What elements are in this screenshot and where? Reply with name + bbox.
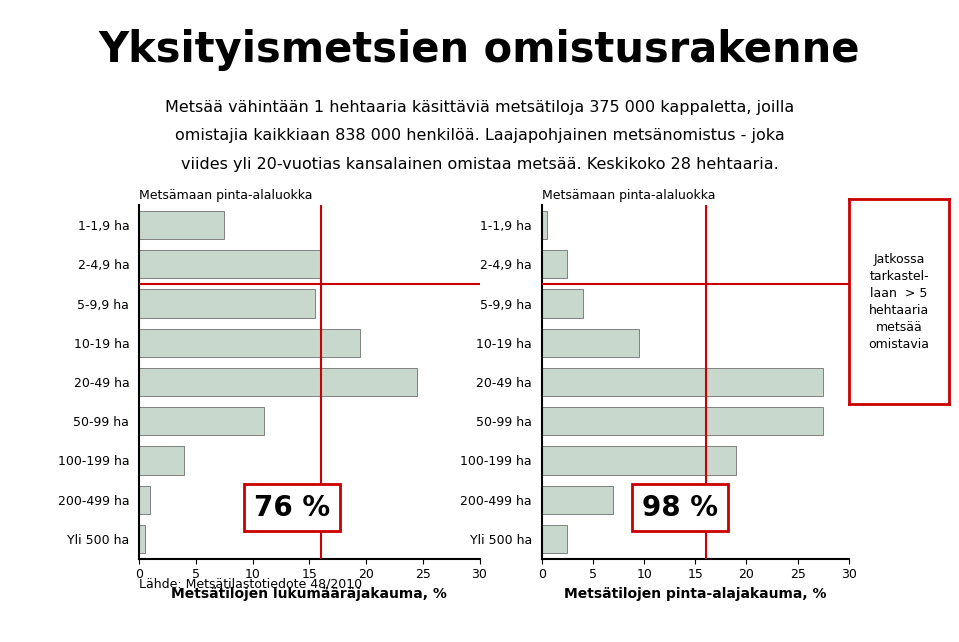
Bar (542, 407, 823, 435)
Bar (139, 329, 361, 357)
Bar (139, 368, 417, 396)
Bar (139, 211, 224, 239)
Bar (542, 525, 568, 553)
Text: Metsä   Tieto   Osaaminen   Hyvinvointi: Metsä Tieto Osaaminen Hyvinvointi (439, 614, 712, 628)
Text: 98 %: 98 % (642, 494, 718, 521)
Bar (542, 446, 737, 474)
Bar (542, 250, 568, 279)
Bar (542, 211, 547, 239)
Bar (139, 290, 315, 318)
Bar (139, 250, 320, 279)
X-axis label: Metsätilojen pinta-alajakauma, %: Metsätilojen pinta-alajakauma, % (564, 587, 827, 601)
Bar (139, 485, 151, 514)
Bar (542, 290, 583, 318)
Text: Metsämaan pinta-alaluokka: Metsämaan pinta-alaluokka (542, 189, 715, 202)
Text: viides yli 20-vuotias kansalainen omistaa metsää. Keskikoko 28 hehtaaria.: viides yli 20-vuotias kansalainen omista… (180, 157, 779, 172)
Text: 3.6.2011: 3.6.2011 (29, 614, 84, 628)
Text: 76 %: 76 % (254, 494, 330, 521)
Bar (139, 525, 145, 553)
Text: Metsää vähintään 1 hehtaaria käsittäviä metsätiloja 375 000 kappaletta, joilla: Metsää vähintään 1 hehtaaria käsittäviä … (165, 100, 794, 114)
Text: METLA: METLA (302, 612, 364, 630)
Text: Metsämaan pinta-alaluokka: Metsämaan pinta-alaluokka (139, 189, 313, 202)
Bar (542, 485, 614, 514)
Text: Jatkossa
tarkastel-
laan  > 5
hehtaaria
metsää
omistavia: Jatkossa tarkastel- laan > 5 hehtaaria m… (869, 253, 929, 351)
Text: Yksityismetsien omistusrakenne: Yksityismetsien omistusrakenne (99, 29, 860, 71)
Bar (542, 368, 823, 396)
Text: ●: ● (246, 607, 272, 636)
Bar (139, 407, 264, 435)
X-axis label: Metsätilojen lukumääräjakauma, %: Metsätilojen lukumääräjakauma, % (172, 587, 447, 601)
Text: Lähde: Metsätilastotiedote 48/2010: Lähde: Metsätilastotiedote 48/2010 (139, 578, 363, 591)
Bar (139, 446, 184, 474)
Text: omistajia kaikkiaan 838 000 henkilöä. Laajapohjainen metsänomistus - joka: omistajia kaikkiaan 838 000 henkilöä. La… (175, 128, 784, 143)
Bar (542, 329, 639, 357)
